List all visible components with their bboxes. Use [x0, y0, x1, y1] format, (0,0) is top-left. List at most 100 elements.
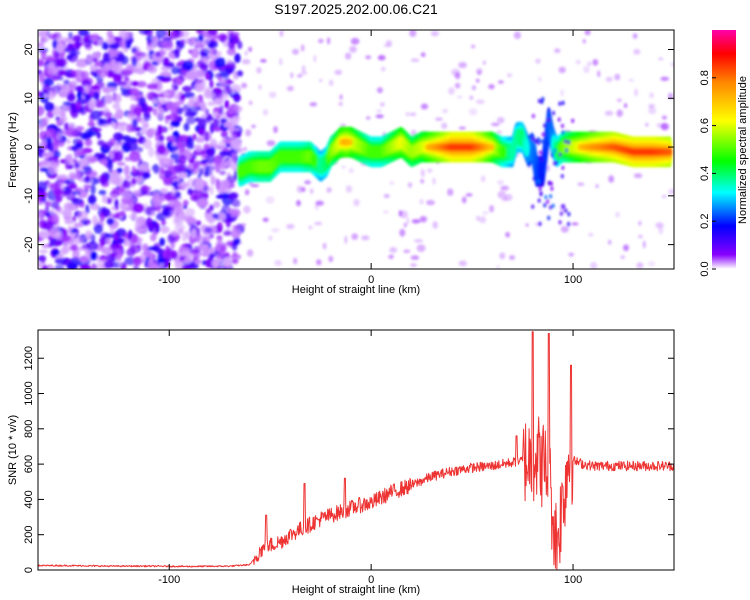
heatmap-cell — [94, 264, 107, 269]
y-tick-label: 1000 — [23, 381, 35, 405]
heatmap-cell — [279, 30, 284, 37]
spectrogram-x-axis-label: Height of straight line (km) — [292, 284, 420, 296]
snr-x-ticks: -100 0 100 — [158, 330, 582, 586]
heatmap-cell — [69, 184, 78, 189]
heatmap-cell — [605, 76, 613, 82]
heatmap-cell — [245, 129, 252, 137]
heatmap-cell — [54, 258, 66, 265]
heatmap-cell — [241, 59, 251, 65]
heatmap-cell — [318, 38, 324, 44]
heatmap-cell — [170, 66, 180, 75]
heatmap-cell — [615, 211, 621, 218]
heatmap-cell — [353, 198, 360, 207]
heatmap-cell — [550, 152, 554, 158]
heatmap-cell — [344, 52, 352, 60]
heatmap-cell — [537, 198, 541, 203]
colorbar-gradient — [712, 30, 736, 269]
heatmap-cell — [131, 118, 138, 128]
heatmap-cell — [189, 249, 201, 254]
heatmap-cell — [81, 243, 92, 250]
heatmap-cell — [227, 106, 235, 115]
y-tick-label: 10 — [23, 92, 35, 104]
heatmap-cell — [220, 130, 228, 138]
heatmap-cell — [166, 31, 178, 36]
heatmap-cell — [513, 31, 522, 40]
heatmap-cell — [67, 164, 74, 170]
heatmap-cell — [75, 40, 81, 50]
heatmap-cell — [163, 157, 170, 165]
heatmap-cell — [150, 127, 158, 135]
heatmap-cell — [525, 223, 529, 227]
heatmap-cell — [57, 69, 67, 76]
heatmap-cell — [65, 126, 76, 138]
snr-x-axis-label: Height of straight line (km) — [292, 584, 420, 596]
heatmap-cell — [398, 210, 403, 217]
colorbar-tick-label: 0.8 — [699, 70, 711, 85]
heatmap-cell — [58, 118, 66, 124]
heatmap-cell — [107, 87, 118, 92]
heatmap-cell — [127, 141, 138, 152]
heatmap-cell — [251, 124, 256, 128]
heatmap-cell — [89, 251, 98, 261]
heatmap-cell — [588, 232, 594, 237]
heatmap-cell — [538, 186, 542, 192]
heatmap-cell — [132, 203, 145, 214]
y-tick-label: 800 — [23, 420, 35, 438]
heatmap-cell — [638, 234, 643, 239]
heatmap-cell — [191, 228, 197, 239]
heatmap-cell — [555, 160, 559, 165]
heatmap-cell — [38, 105, 45, 116]
heatmap-cell — [250, 184, 260, 188]
heatmap-cell — [219, 170, 227, 176]
heatmap-cell — [99, 159, 108, 165]
heatmap-cell — [296, 74, 303, 78]
heatmap-cell — [230, 229, 241, 239]
heatmap-cell — [52, 212, 60, 223]
heatmap-cell — [121, 191, 133, 200]
heatmap-cell — [124, 76, 130, 82]
heatmap-cell — [124, 40, 132, 49]
heatmap-cell — [230, 138, 242, 150]
heatmap-cell — [116, 161, 126, 166]
heatmap-cell — [531, 204, 535, 209]
heatmap-cell — [540, 157, 544, 162]
heatmap-cell — [377, 54, 386, 61]
heatmap-cell — [406, 216, 410, 225]
heatmap-cell — [66, 93, 76, 102]
heatmap-cell — [206, 113, 213, 119]
y-tick-label: 200 — [23, 526, 35, 544]
heatmap-cell — [632, 33, 638, 39]
heatmap-cell — [215, 163, 221, 173]
heatmap-cell — [156, 144, 166, 155]
heatmap-cell — [83, 176, 91, 183]
heatmap-cell — [660, 76, 670, 82]
heatmap-cell — [38, 230, 50, 239]
heatmap-cell — [258, 84, 262, 90]
heatmap-cell — [389, 247, 398, 253]
heatmap-cell — [497, 179, 504, 186]
heatmap-cell — [482, 60, 486, 65]
heatmap-cell — [550, 186, 554, 191]
heatmap-cell — [366, 116, 371, 120]
heatmap-cell — [212, 258, 220, 268]
heatmap-cell — [68, 174, 78, 180]
snr-series-line — [38, 331, 674, 570]
heatmap-cell — [67, 225, 72, 233]
heatmap-cell — [66, 139, 71, 144]
heatmap-cell — [546, 199, 550, 204]
heatmap-cell — [42, 84, 51, 95]
heatmap-cell — [174, 49, 180, 59]
heatmap-cell — [461, 196, 467, 204]
heatmap-cell — [220, 118, 228, 124]
heatmap-cell — [616, 98, 623, 103]
heatmap-cell — [72, 35, 82, 42]
heatmap-cell — [141, 124, 147, 135]
heatmap-cell — [38, 70, 43, 75]
heatmap-cell — [38, 124, 45, 130]
heatmap-cell — [186, 216, 197, 226]
heatmap-cell — [420, 169, 425, 177]
heatmap-cell — [194, 79, 200, 84]
heatmap-cell — [49, 182, 62, 189]
heatmap-cell — [231, 241, 238, 251]
heatmap-cell — [614, 73, 621, 81]
